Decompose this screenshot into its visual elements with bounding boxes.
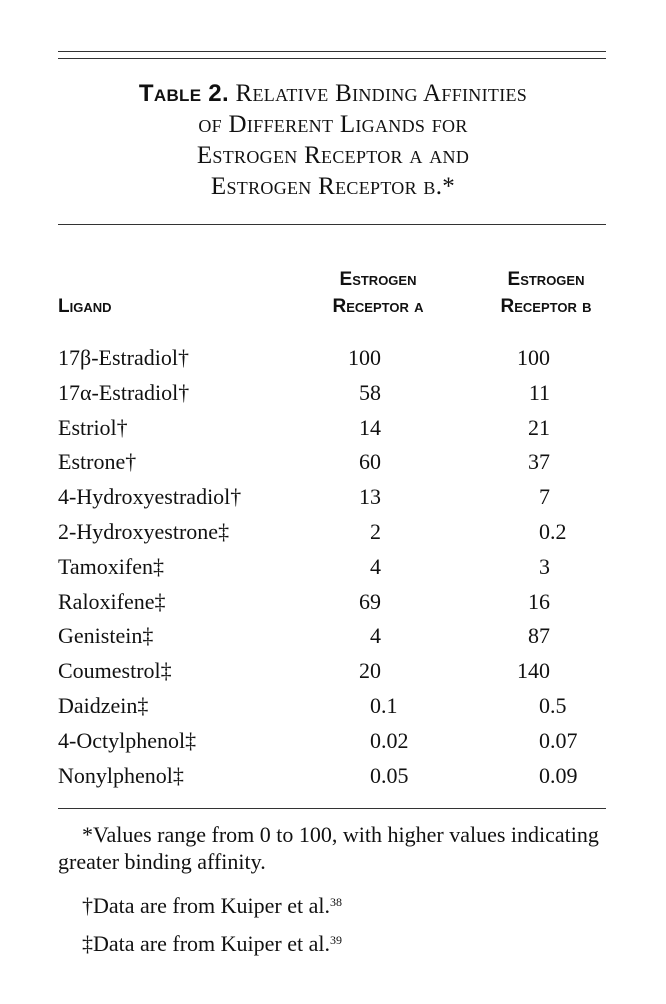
title-rule	[58, 224, 606, 225]
table-row: Raloxifene‡ 69 16	[0, 585, 666, 619]
table-row: 4-Hydroxyestradiol† 13 7	[0, 480, 666, 514]
beta-value: 0.2	[539, 519, 567, 544]
ligand-name: Estriol†	[58, 414, 128, 440]
beta-value: 21	[528, 414, 550, 440]
beta-value: 87	[528, 623, 550, 649]
header-beta: Estrogen Receptor β	[476, 266, 616, 320]
alpha-value: 0.02	[370, 727, 409, 753]
alpha-value: 60	[359, 449, 381, 475]
alpha-value: 4	[370, 553, 381, 579]
ligand-name: Nonylphenol‡	[58, 762, 184, 788]
title-line: Estrogen Receptor β.*	[210, 173, 456, 200]
title-line: Relative Binding Affinities	[235, 80, 528, 107]
footnote-values: *Values range from 0 to 100, with higher…	[58, 822, 599, 874]
alpha-value: 14	[359, 414, 381, 440]
table-row: Coumestrol‡ 20 140	[0, 654, 666, 688]
alpha-value: 100	[348, 345, 381, 370]
beta-value: 37	[528, 449, 550, 475]
footnote-text: ‡Data are from Kuiper et al.	[82, 931, 330, 956]
ligand-name: Tamoxifen‡	[58, 553, 164, 579]
ligand-name: Daidzein‡	[58, 693, 149, 718]
header-line: Receptor β	[500, 296, 592, 317]
table-title: Table 2. Relative Binding Affinities of …	[0, 78, 666, 202]
alpha-value: 20	[359, 658, 381, 684]
ligand-name: 17β-Estradiol†	[58, 345, 189, 370]
alpha-value: 69	[359, 588, 381, 614]
beta-value: 3	[539, 553, 550, 579]
table-row: Estriol† 14 21	[0, 411, 666, 445]
top-rule-2	[58, 58, 606, 59]
table-row: 17β-Estradiol† 100 100	[0, 341, 666, 375]
footnote-ddagger: ‡Data are from Kuiper et al.39	[82, 927, 630, 957]
beta-value: 16	[528, 588, 550, 614]
ligand-name: 4-Hydroxyestradiol†	[58, 484, 242, 510]
ligand-name: 4-Octylphenol‡	[58, 727, 197, 753]
beta-value: 140	[517, 658, 550, 684]
alpha-value: 4	[370, 623, 381, 649]
beta-value: 11	[528, 379, 550, 405]
alpha-value: 58	[359, 379, 381, 405]
header-line: Estrogen	[339, 269, 417, 290]
ligand-name: Estrone†	[58, 449, 137, 475]
header-ligand: Ligand	[58, 296, 112, 317]
table-row: 2-Hydroxyestrone‡ 2 0.2	[0, 515, 666, 549]
footnote-ref: 38	[330, 895, 342, 909]
table-row: Tamoxifen‡ 4 3	[0, 550, 666, 584]
table-row: Nonylphenol‡ 0.05 0.09	[0, 759, 666, 793]
table-label: Table 2.	[138, 80, 229, 107]
bottom-rule	[58, 808, 606, 809]
alpha-value: 0.1	[370, 693, 398, 718]
beta-value: 7	[539, 484, 550, 510]
beta-value: 100	[517, 345, 550, 370]
beta-value: 0.5	[539, 693, 567, 718]
beta-value: 0.07	[539, 727, 578, 753]
header-line: Receptor α	[332, 296, 424, 317]
beta-value: 0.09	[539, 762, 578, 788]
table-row: Daidzein‡ 0.1 0.5	[0, 689, 666, 723]
footnote-text: †Data are from Kuiper et al.	[82, 893, 330, 918]
table-row: 17α-Estradiol† 58 11	[0, 376, 666, 410]
ligand-name: 2-Hydroxyestrone‡	[58, 519, 230, 544]
alpha-value: 2	[370, 519, 381, 544]
footnote-dagger: †Data are from Kuiper et al.38	[82, 889, 630, 919]
table-row: Estrone† 60 37	[0, 445, 666, 479]
ligand-name: 17α-Estradiol†	[58, 379, 190, 405]
ligand-name: Coumestrol‡	[58, 658, 172, 684]
title-line: of Different Ligands for	[198, 111, 468, 138]
table-row: 4-Octylphenol‡ 0.02 0.07	[0, 724, 666, 758]
ligand-name: Raloxifene‡	[58, 588, 166, 614]
ligand-name: Genistein‡	[58, 623, 154, 649]
header-alpha: Estrogen Receptor α	[300, 266, 456, 320]
header-line: Estrogen	[507, 269, 585, 290]
footnote-ref: 39	[330, 933, 342, 947]
title-line: Estrogen Receptor α and	[196, 142, 470, 169]
alpha-value: 0.05	[370, 762, 409, 788]
top-rule-1	[58, 51, 606, 52]
table-row: Genistein‡ 4 87	[0, 619, 666, 653]
alpha-value: 13	[359, 484, 381, 510]
